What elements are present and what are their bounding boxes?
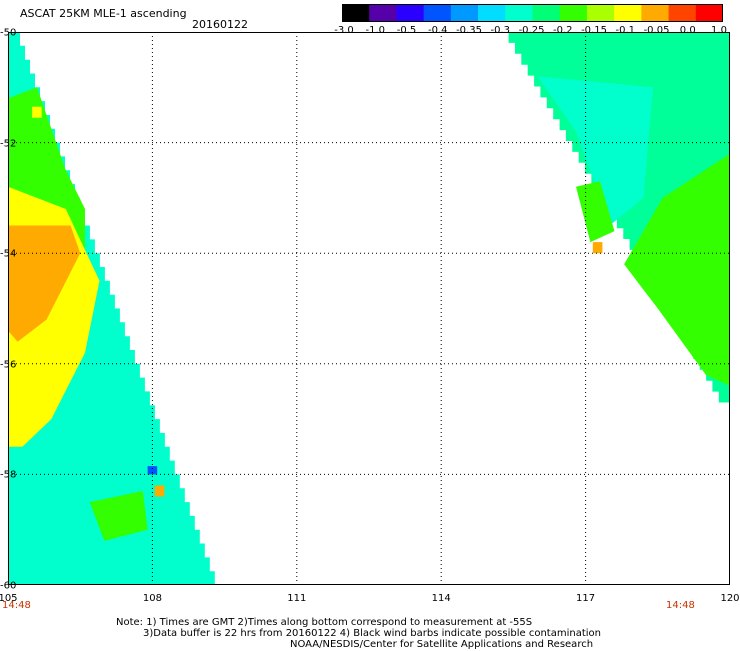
longitude-label: 120 (720, 593, 740, 604)
colorbar-segment (532, 4, 561, 22)
latitude-label: -54 (0, 248, 17, 260)
colorbar-tick-label: -0.05 (643, 25, 670, 36)
left-swath-blue-cell (147, 466, 158, 475)
colorbar-tick-label: -3.0 (334, 25, 354, 36)
colorbar-segment (478, 4, 506, 22)
longitude-label: 105 (0, 593, 18, 604)
chart-date: 20160122 (192, 18, 248, 31)
time-label-right: 14:48 (666, 600, 695, 611)
latitude-label: -52 (0, 138, 17, 150)
chart-title: ASCAT 25KM MLE-1 ascending (20, 7, 187, 20)
colorbar-tick-label: -0.4 (427, 25, 448, 36)
colorbar-tick-label: -0.15 (581, 25, 607, 36)
colorbar (342, 4, 723, 22)
right-swath-cyan-zone (537, 76, 653, 226)
note-line-1: Note: 1) Times are GMT 2)Times along bot… (116, 617, 533, 628)
colorbar-segment (614, 4, 642, 22)
longitude-label: 108 (142, 593, 162, 604)
colorbar-tick-label: -1.0 (365, 25, 386, 36)
longitude-label: 114 (431, 593, 451, 604)
colorbar-segment (641, 4, 670, 22)
colorbar-tick-label: -0.5 (396, 25, 417, 36)
colorbar-segment (586, 4, 615, 22)
colorbar-tick-label: -0.1 (615, 25, 636, 36)
left-swath-orange-cell (154, 485, 165, 497)
longitude-label: 117 (576, 593, 596, 604)
colorbar-segment (396, 4, 425, 22)
colorbar-tick-label: 0.0 (679, 25, 696, 36)
colorbar-tick-label: -0.25 (518, 25, 545, 36)
colorbar-segment (695, 4, 723, 22)
time-label-left: 14:48 (2, 600, 31, 611)
note-line-3: NOAA/NESDIS/Center for Satellite Applica… (290, 639, 594, 650)
left-swath-yellow-cell (32, 106, 42, 118)
colorbar-tick-label: -0.2 (552, 25, 573, 36)
colorbar-tick-label: -0.35 (456, 25, 482, 36)
colorbar-tick-label: 1.0 (711, 25, 727, 36)
colorbar-segment (450, 4, 479, 22)
latitude-label: -50 (0, 27, 17, 39)
colorbar-segment (668, 4, 697, 22)
left-swath-green-patch (89, 491, 148, 541)
colorbar-segment (342, 4, 370, 22)
right-swath-orange-cell (592, 242, 603, 254)
right-swath-green-zone (624, 153, 730, 386)
left-swath-orange-zone (8, 225, 81, 342)
colorbar-segment (423, 4, 452, 22)
colorbar-segment (505, 4, 533, 22)
map-plot[interactable] (8, 32, 730, 585)
colorbar-tick-label: -0.3 (490, 25, 511, 36)
note-line-2: 3)Data buffer is 22 hrs from 20160122 4)… (143, 628, 601, 639)
latitude-label: -56 (0, 359, 17, 371)
longitude-label: 111 (287, 593, 307, 604)
latitude-label: -60 (0, 580, 17, 592)
colorbar-segment (369, 4, 397, 22)
latitude-label: -58 (0, 469, 17, 481)
colorbar-segment (559, 4, 588, 22)
